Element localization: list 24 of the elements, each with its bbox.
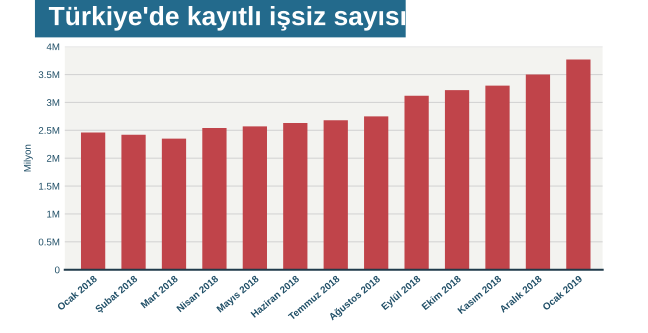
- y-tick-label: 3M: [46, 99, 60, 106]
- y-tick-label: 0: [54, 266, 60, 274]
- bar: [80, 132, 106, 270]
- y-tick-label: 3.5M: [38, 71, 60, 78]
- y-tick-label: 2M: [46, 154, 60, 162]
- bar: [324, 120, 348, 270]
- bar: [566, 59, 591, 270]
- chart-title: Türkiye'de kayıtlı işsiz sayısı: [48, 6, 406, 31]
- y-axis-title: Milyon: [24, 144, 33, 172]
- y-tick-label: 1.5M: [39, 182, 60, 190]
- bar: [444, 90, 470, 270]
- bar: [283, 123, 308, 270]
- bar: [404, 96, 429, 270]
- bar: [202, 128, 227, 270]
- y-tick-label: 4M: [46, 43, 60, 50]
- y-tick-label: 0.5M: [38, 238, 60, 246]
- y-tick-label: 2.5M: [38, 127, 60, 134]
- bar: [242, 126, 267, 270]
- bar: [526, 74, 550, 270]
- bar: [121, 134, 146, 270]
- bar: [364, 116, 388, 270]
- bar: [485, 86, 510, 270]
- bar: [162, 138, 186, 270]
- y-tick-label: 1M: [47, 210, 60, 218]
